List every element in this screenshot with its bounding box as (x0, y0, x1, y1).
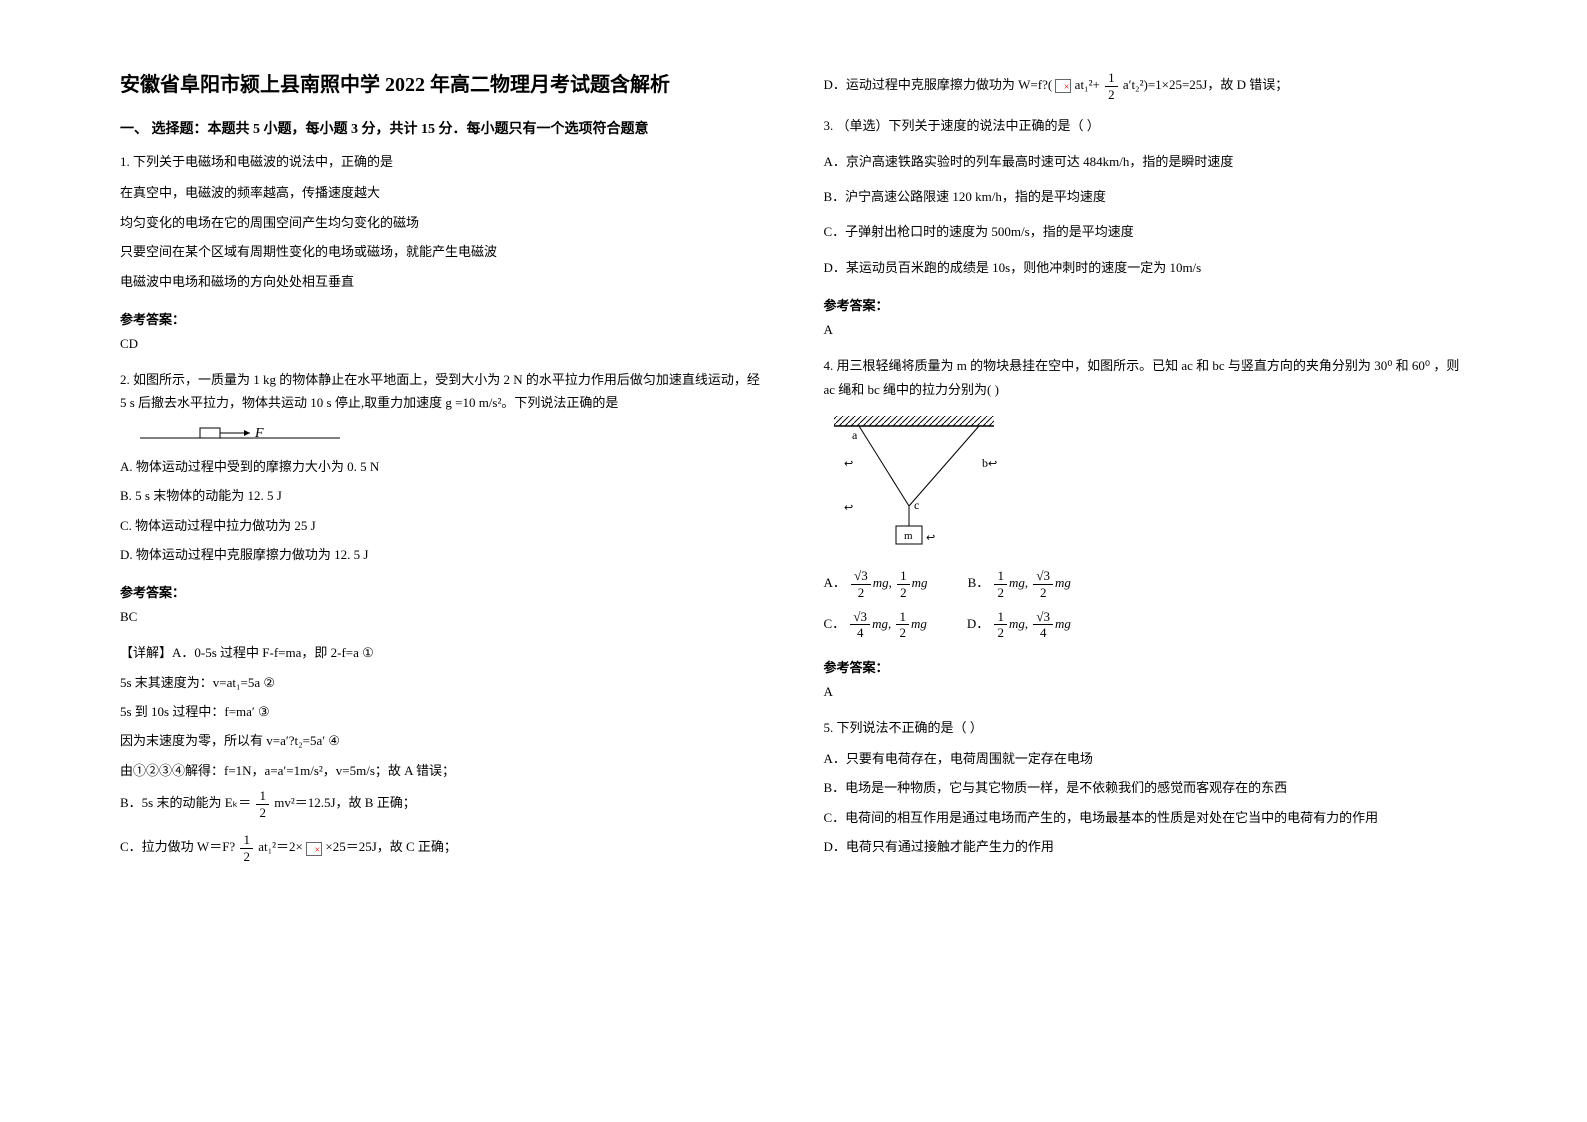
frac-1-2: 1 2 (897, 568, 910, 600)
q2-stem: 2. 如图所示，一质量为 1 kg 的物体静止在水平地面上，受到大小为 2 N … (120, 368, 764, 415)
q2-answer: BC (120, 609, 764, 625)
opt-C-label: C． (824, 616, 846, 631)
q2-figure: F (140, 423, 764, 443)
q4-option-b: B． 1 2 mg, √3 2 mg (968, 568, 1071, 600)
q2-option-d: D. 物体运动过程中克服摩擦力做功为 12. 5 J (120, 543, 764, 566)
section-header: 一、 选择题：本题共 5 小题，每小题 3 分，共计 15 分．每小题只有一个选… (120, 118, 764, 138)
frac-1-2-d: 1 2 (994, 609, 1007, 641)
fraction-half-2: 1 2 (240, 832, 253, 864)
q2-s7-post: ×25＝25J，故 C 正确； (325, 840, 457, 855)
q3-option-d: D．某运动员百米跑的成绩是 10s，则他冲刺时的速度一定为 10m/s (824, 256, 1468, 279)
opt-D-label: D． (967, 616, 989, 631)
q2-option-b: B. 5 s 末物体的动能为 12. 5 J (120, 484, 764, 507)
q2-s6-post: mv²＝12.5J，故 B 正确； (274, 795, 416, 810)
q4-stem: 4. 用三根轻绳将质量为 m 的物块悬挂在空中，如图所示。已知 ac 和 bc … (824, 354, 1468, 401)
q2-solution-8: D．运动过程中克服摩擦力做功为 W=f?( at₁²+ 1 2 a′t₂²)=1… (824, 70, 1468, 102)
svg-text:↩: ↩ (844, 502, 853, 514)
question-5: 5. 下列说法不正确的是（ ） A．只要有电荷存在，电荷周围就一定存在电场 B．… (824, 716, 1468, 859)
q2-solution-7: C．拉力做功 W＝F? 1 2 at₁²＝2× ×25＝25J，故 C 正确； (120, 832, 764, 864)
q1-option-d: 电磁波中电场和磁场的方向处处相互垂直 (120, 270, 764, 293)
q4-options-row-2: C． √3 4 mg, 1 2 mg D． 1 2 mg, √3 4 (824, 609, 1468, 641)
svg-text:↩: ↩ (844, 458, 853, 470)
opt-B-label: B． (968, 575, 990, 590)
svg-text:↩: ↩ (988, 458, 997, 470)
opt-A-label: A． (824, 575, 846, 590)
q1-option-b: 均匀变化的电场在它的周围空间产生均匀变化的磁场 (120, 211, 764, 234)
answer-label-3: 参考答案： (824, 295, 1468, 314)
question-4: 4. 用三根轻绳将质量为 m 的物块悬挂在空中，如图所示。已知 ac 和 bc … (824, 354, 1468, 641)
q4-angle-30: 30⁰ (1374, 358, 1392, 373)
frac-sqrt3-2: √3 2 (851, 568, 871, 600)
svg-text:c: c (914, 498, 919, 512)
q3-option-c: C．子弹射出枪口时的速度为 500m/s，指的是平均速度 (824, 220, 1468, 243)
frac-sqrt3-4-d: √3 4 (1033, 609, 1053, 641)
broken-image-icon (1055, 79, 1071, 93)
q3-option-a: A．京沪高速铁路实验时的列车最高时速可达 484km/h，指的是瞬时速度 (824, 150, 1468, 173)
fraction-half-1: 1 2 (256, 788, 269, 820)
q4-diagram: a b c m ↩ ↩ ↩ ↩ (824, 411, 1468, 558)
q5-option-a: A．只要有电荷存在，电荷周围就一定存在电场 (824, 747, 1468, 770)
frac-top: 1 (256, 788, 269, 805)
q4-stem-1: 4. 用三根轻绳将质量为 m 的物块悬挂在空中，如图所示。已知 ac 和 bc … (824, 358, 1371, 373)
frac-sqrt3-4: √3 4 (850, 609, 870, 641)
q2-s6-pre: B．5s 末的动能为 Eₖ＝ (120, 795, 251, 810)
q3-option-b: B．沪宁高速公路限速 120 km/h，指的是平均速度 (824, 185, 1468, 208)
frac-bottom: 2 (240, 849, 253, 865)
q2-solution-1: 【详解】A．0-5s 过程中 F-f=ma，即 2-f=a ① (120, 641, 764, 664)
q2-s7-pre: C．拉力做功 W＝F? (120, 840, 235, 855)
question-3: 3. （单选）下列关于速度的说法中正确的是（ ） A．京沪高速铁路实验时的列车最… (824, 114, 1468, 279)
answer-label-2: 参考答案： (120, 582, 764, 601)
q5-option-c: C．电荷间的相互作用是通过电场而产生的，电场最基本的性质是对处在它当中的电荷有力… (824, 806, 1468, 829)
frac-bottom: 2 (1105, 87, 1118, 103)
q1-answer: CD (120, 336, 764, 352)
frac-1-2-c: 1 2 (896, 609, 909, 641)
q4-answer: A (824, 684, 1468, 700)
q2-option-a: A. 物体运动过程中受到的摩擦力大小为 0. 5 N (120, 455, 764, 478)
q5-option-b: B．电场是一种物质，它与其它物质一样，是不依赖我们的感觉而客观存在的东西 (824, 776, 1468, 799)
q2-solution-6: B．5s 末的动能为 Eₖ＝ 1 2 mv²＝12.5J，故 B 正确； (120, 788, 764, 820)
frac-sqrt3-2-b: √3 2 (1033, 568, 1053, 600)
document-title: 安徽省阜阳市颍上县南照中学 2022 年高二物理月考试题含解析 (120, 70, 764, 100)
q5-option-d: D．电荷只有通过接触才能产生力的作用 (824, 835, 1468, 858)
q2-s7-mid: at₁²＝2× (258, 840, 303, 855)
frac-bottom: 2 (256, 805, 269, 821)
q3-answer: A (824, 322, 1468, 338)
svg-text:a: a (852, 428, 858, 442)
q1-stem: 1. 下列关于电磁场和电磁波的说法中，正确的是 (120, 150, 764, 173)
q2-s8-post: a′t₂²)=1×25=25J，故 D 错误； (1123, 77, 1288, 92)
q4-option-d: D． 1 2 mg, √3 4 mg (967, 609, 1071, 641)
q2-solution-4: 因为末速度为零，所以有 v=a′?t₂=5a′ ④ (120, 729, 764, 752)
q2-option-c: C. 物体运动过程中拉力做功为 25 J (120, 514, 764, 537)
q4-option-a: A． √3 2 mg, 1 2 mg (824, 568, 928, 600)
q2-solution-3: 5s 到 10s 过程中：f=ma′ ③ (120, 700, 764, 723)
question-2: 2. 如图所示，一质量为 1 kg 的物体静止在水平地面上，受到大小为 2 N … (120, 368, 764, 566)
frac-top: 1 (240, 832, 253, 849)
frac-top: 1 (1105, 70, 1118, 87)
answer-label-1: 参考答案： (120, 309, 764, 328)
q2-s8-pre: D．运动过程中克服摩擦力做功为 W=f?( (824, 77, 1053, 92)
q3-stem: 3. （单选）下列关于速度的说法中正确的是（ ） (824, 114, 1468, 137)
q1-option-c: 只要空间在某个区域有周期性变化的电场或磁场，就能产生电磁波 (120, 240, 764, 263)
q2-solution-5: 由①②③④解得：f=1N，a=a′=1m/s²，v=5m/s；故 A 错误； (120, 759, 764, 782)
svg-text:m: m (904, 530, 913, 542)
broken-image-icon (306, 842, 322, 856)
q4-option-c: C． √3 4 mg, 1 2 mg (824, 609, 927, 641)
q4-and: 和 (1396, 358, 1412, 373)
answer-label-4: 参考答案： (824, 657, 1468, 676)
svg-text:↩: ↩ (926, 532, 935, 544)
fraction-half-3: 1 2 (1105, 70, 1118, 102)
frac-1-2-b: 1 2 (994, 568, 1007, 600)
svg-text:F: F (254, 426, 264, 441)
q2-solution-2: 5s 末其速度为：v=at₁=5a ② (120, 671, 764, 694)
q4-angle-60: 60⁰ (1412, 358, 1430, 373)
q4-options-row-1: A． √3 2 mg, 1 2 mg B． 1 2 mg, √3 2 (824, 568, 1468, 600)
question-1: 1. 下列关于电磁场和电磁波的说法中，正确的是 在真空中，电磁波的频率越高，传播… (120, 150, 764, 293)
q1-option-a: 在真空中，电磁波的频率越高，传播速度越大 (120, 181, 764, 204)
q2-s8-mid: at₁²+ (1075, 77, 1100, 92)
q5-stem: 5. 下列说法不正确的是（ ） (824, 716, 1468, 739)
